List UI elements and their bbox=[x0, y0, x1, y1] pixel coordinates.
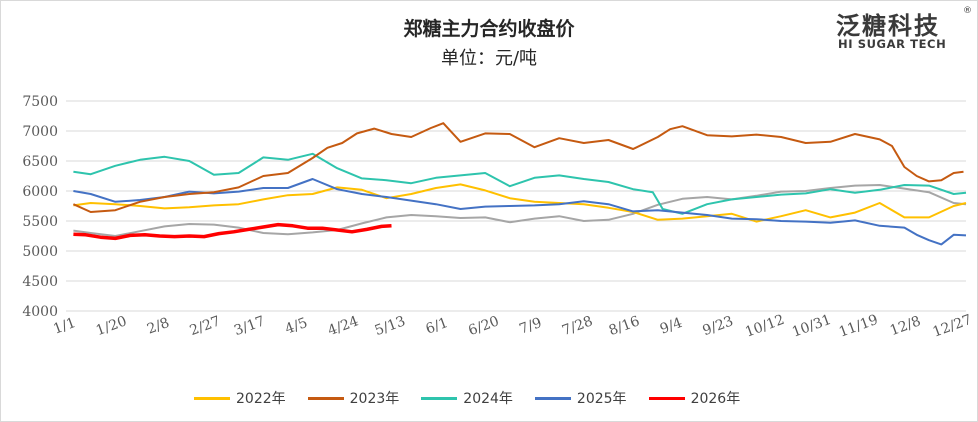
y-tick-label: 4000 bbox=[22, 304, 58, 320]
series-line bbox=[72, 122, 964, 213]
legend-swatch bbox=[534, 396, 571, 400]
x-axis-ticks: 1/1 1/20 2/8 2/27 3/17 4/5 4/24 5/13 6/1 6/20 7/9 7… bbox=[51, 312, 974, 341]
legend-item: 2025年 bbox=[534, 388, 627, 408]
x-tick-label: 5/13 bbox=[373, 313, 408, 339]
legend-label: 2025年 bbox=[576, 391, 627, 407]
legend-item: 2022年 bbox=[194, 388, 286, 408]
y-tick-label: 6000 bbox=[22, 184, 58, 200]
x-tick-label: 2/27 bbox=[188, 313, 223, 339]
y-tick-label: 6500 bbox=[22, 154, 58, 170]
x-tick-label: 1/20 bbox=[94, 313, 129, 339]
series-line bbox=[73, 152, 967, 215]
chart-legend: 2022年 2023年 2024年 2025年 2026年 bbox=[194, 388, 762, 408]
x-tick-label: 7/9 bbox=[517, 315, 544, 338]
legend-item: 2024年 bbox=[421, 388, 513, 408]
chart-title: 郑糖主力合约收盘价 bbox=[403, 18, 575, 40]
x-tick-label: 4/24 bbox=[326, 313, 361, 339]
x-tick-label: 6/20 bbox=[466, 313, 501, 339]
y-axis-ticks: 4000 4500 5000 5500 6000 6500 7000 7500 bbox=[22, 94, 58, 320]
series-line bbox=[73, 222, 392, 241]
logo-subtext: HI SUGAR TECH bbox=[838, 37, 947, 51]
x-tick-label: 7/28 bbox=[560, 313, 595, 339]
y-tick-label: 7500 bbox=[22, 94, 58, 110]
x-tick-label: 8/16 bbox=[607, 313, 642, 339]
series-line bbox=[73, 178, 967, 246]
x-tick-label: 12/27 bbox=[931, 312, 974, 341]
series-line bbox=[73, 184, 967, 237]
legend-label: 2026年 bbox=[690, 391, 741, 407]
y-tick-label: 5500 bbox=[22, 214, 58, 230]
x-tick-label: 6/1 bbox=[424, 315, 451, 338]
x-tick-label: 3/17 bbox=[232, 313, 267, 339]
x-tick-label: 11/19 bbox=[837, 312, 880, 341]
series-line bbox=[73, 183, 967, 223]
x-tick-label: 9/23 bbox=[701, 313, 736, 339]
x-tick-label: 4/5 bbox=[283, 315, 310, 338]
legend-swatch bbox=[194, 396, 230, 400]
logo-text: 泛糖科技 bbox=[836, 12, 940, 40]
x-tick-label: 2/8 bbox=[145, 315, 172, 338]
series-lines bbox=[72, 122, 967, 246]
x-tick-label: 9/4 bbox=[658, 315, 685, 338]
company-logo: 泛糖科技 HI SUGAR TECH ® bbox=[832, 6, 972, 54]
y-tick-label: 4500 bbox=[22, 274, 58, 290]
legend-label: 2023年 bbox=[349, 391, 400, 407]
registered-mark: ® bbox=[963, 6, 972, 16]
chart-subtitle: 单位：元/吨 bbox=[440, 48, 538, 69]
x-tick-label: 10/31 bbox=[790, 312, 833, 341]
x-tick-label: 12/8 bbox=[888, 313, 923, 339]
legend-item: 2026年 bbox=[648, 388, 741, 408]
legend-swatch bbox=[648, 396, 685, 400]
y-tick-label: 5000 bbox=[22, 244, 58, 260]
x-tick-label: 10/12 bbox=[743, 312, 786, 341]
y-tick-label: 7000 bbox=[22, 124, 58, 140]
x-tick-label: 1/1 bbox=[51, 315, 78, 338]
legend-swatch bbox=[421, 396, 458, 400]
legend-item: 2023年 bbox=[307, 388, 400, 408]
legend-label: 2024年 bbox=[463, 391, 513, 407]
legend-label: 2022年 bbox=[236, 391, 286, 407]
legend-swatch bbox=[307, 396, 344, 400]
